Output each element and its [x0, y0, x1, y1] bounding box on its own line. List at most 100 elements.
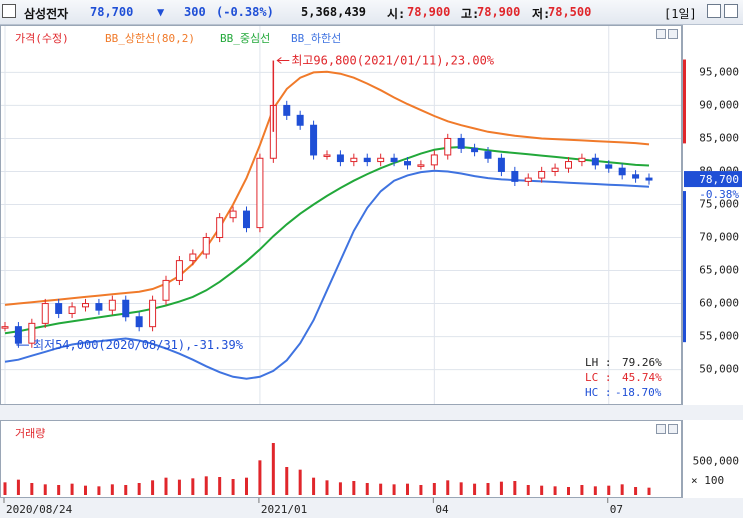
price-tick-label: 55,000 — [699, 330, 739, 343]
legend-price[interactable]: 가격(수정) — [15, 32, 69, 45]
price-change: 300 — [184, 5, 206, 19]
low-price: 78,500 — [548, 5, 592, 19]
volume-bar — [151, 480, 155, 495]
candle-body — [484, 151, 492, 159]
candle-body — [578, 157, 586, 163]
volume-bar — [177, 479, 181, 495]
high-price: 78,900 — [477, 5, 521, 19]
bb-upper-line — [4, 70, 650, 306]
volume-bar — [473, 483, 477, 495]
trade-volume: 5,368,439 — [301, 5, 367, 19]
down-arrow-icon: ▼ — [157, 5, 165, 19]
volume-bar — [43, 484, 47, 495]
candle-body — [95, 303, 103, 311]
volume-bar — [432, 483, 436, 495]
candle-body — [390, 157, 398, 163]
volume-bar — [231, 479, 235, 495]
price-tick-label: 75,000 — [699, 197, 739, 210]
x-tick-label: 07 — [610, 503, 623, 516]
candle-body — [41, 303, 49, 324]
current-price-tag — [684, 171, 742, 188]
candle-body — [632, 174, 640, 179]
low-label: 저: — [532, 7, 551, 21]
legend-bb-lower[interactable]: BB_하한선 — [291, 32, 342, 45]
volume-bar — [486, 483, 490, 495]
open-price: 78,900 — [407, 5, 451, 19]
candle-body — [430, 154, 438, 166]
price-tick-label: 95,000 — [699, 65, 739, 78]
volume-bar — [526, 485, 530, 495]
volume-bar — [16, 479, 20, 495]
volume-bar — [459, 482, 463, 495]
candle-body — [122, 299, 130, 318]
volume-bar — [258, 460, 262, 495]
panel-minimize-icon[interactable] — [656, 29, 666, 39]
candle-body — [135, 316, 143, 328]
candle-body — [189, 253, 197, 262]
volume-tick-label: 500,000 — [693, 455, 739, 468]
volume-bar — [325, 480, 329, 495]
candle-body — [108, 299, 116, 311]
candle-body — [350, 157, 358, 163]
period-selector[interactable]: [1일] — [664, 7, 697, 21]
volume-bar — [245, 477, 248, 495]
volume-bar — [540, 485, 544, 495]
volume-bar — [285, 467, 289, 495]
volume-panel: 거래량 — [0, 420, 682, 498]
candle-body — [524, 177, 532, 182]
title-bar: 삼성전자 78,700 ▼ 300 (-0.38%) 5,368,439 시: … — [0, 0, 743, 25]
candle-body — [457, 137, 465, 149]
candle-body — [28, 322, 36, 344]
window-restore-icon[interactable] — [707, 4, 721, 18]
price-tick-label: 65,000 — [699, 264, 739, 277]
panel-close-icon[interactable] — [668, 29, 678, 39]
volume-plot — [3, 443, 651, 495]
hc-value: -18.70% — [615, 386, 662, 399]
volume-bar — [57, 485, 61, 495]
price-tick-label: 70,000 — [699, 231, 739, 244]
candle-body — [1, 326, 9, 329]
candle-body — [511, 170, 519, 182]
volume-bar — [204, 476, 208, 495]
price-panel: 가격(수정) BB_상한선(80,2) BB_중심선 BB_하한선 최고96,8… — [0, 25, 682, 405]
candle-body — [310, 124, 318, 156]
volume-bar — [446, 480, 450, 495]
volume-bar — [406, 483, 409, 495]
x-tick-label: 2020/08/24 — [6, 503, 73, 516]
volume-bar — [419, 485, 423, 495]
candle-body — [82, 303, 89, 308]
candle-body — [444, 137, 452, 156]
volume-minimize-icon[interactable] — [656, 424, 666, 434]
volume-bar — [218, 477, 222, 495]
legend-bb-upper[interactable]: BB_상한선(80,2) — [105, 32, 195, 45]
candle-body — [618, 167, 626, 176]
candle-body — [417, 164, 425, 167]
lh-label: LH : — [585, 356, 612, 369]
close-icon[interactable] — [724, 4, 738, 18]
max-annotation: 최고96,800(2021/01/11),23.00% — [291, 54, 494, 68]
high-label: 고: — [461, 7, 480, 21]
volume-legend[interactable]: 거래량 — [15, 427, 46, 440]
candle-body — [404, 161, 411, 166]
volume-bar — [97, 486, 101, 495]
axis-range-bar-down — [683, 191, 686, 343]
x-tick-label: 04 — [435, 503, 449, 516]
candle-body — [605, 164, 613, 169]
volume-bar — [620, 484, 624, 495]
window-menu-icon[interactable] — [2, 4, 16, 18]
candle-body — [645, 177, 653, 181]
volume-bar — [352, 481, 356, 495]
max-arrow-icon — [276, 57, 290, 64]
legend-bb-mid[interactable]: BB_중심선 — [220, 32, 271, 45]
price-y-axis[interactable]: 50,000 55,000 60,000 65,000 70,000 75,000 80,0… — [682, 25, 743, 405]
volume-bar — [271, 443, 275, 495]
volume-bar — [110, 484, 114, 495]
volume-close-icon[interactable] — [668, 424, 678, 434]
min-arrow-icon — [13, 332, 29, 346]
volume-bar — [338, 482, 342, 495]
volume-unit: × 100 — [691, 474, 725, 487]
candle-body — [256, 157, 264, 229]
volume-bar — [70, 483, 74, 495]
volume-y-axis[interactable]: 500,000 × 100 — [682, 420, 743, 498]
